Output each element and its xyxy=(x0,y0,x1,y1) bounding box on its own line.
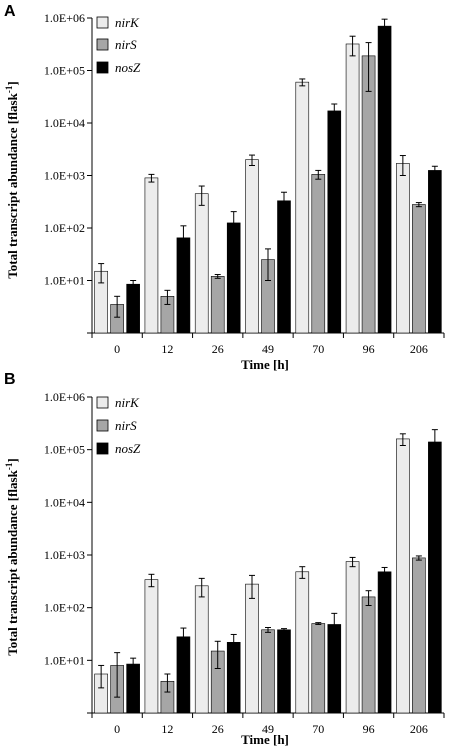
bar-nirk xyxy=(295,571,310,714)
legend-label-nirk: nirK xyxy=(115,395,140,410)
legend-label-nosz: nosZ xyxy=(115,441,141,456)
bar-nirs xyxy=(412,557,426,714)
legend-item-nosz: nosZ xyxy=(96,60,141,75)
bar-nosz xyxy=(277,200,291,334)
x-tick-label: 206 xyxy=(410,722,428,736)
y-tick-label: 1.0E+01 xyxy=(44,274,85,288)
legend-label-nosz: nosZ xyxy=(115,60,141,75)
bar-nosz xyxy=(126,283,140,334)
y-tick-label: 1.0E+05 xyxy=(44,64,85,78)
legend-label-nirk: nirK xyxy=(115,15,140,30)
panel-label: A xyxy=(4,3,16,20)
plot-area: 1.0E+06 1.0E+05 1.0E+04 1.0E+03 1.0E+02 1.0E+… xyxy=(44,11,445,356)
y-tick-label: 1.0E+06 xyxy=(44,390,85,404)
bar-nirk xyxy=(144,579,159,714)
bar-nirk xyxy=(396,438,410,714)
bar-nirk xyxy=(345,561,360,714)
bar-nirk xyxy=(245,583,259,714)
x-tick-label: 26 xyxy=(212,342,224,356)
panel-label: B xyxy=(4,371,16,388)
legend-item-nirk: nirK xyxy=(96,395,140,410)
legend-item-nirs: nirS xyxy=(96,37,137,52)
panel-b: B Total transcript abundance [flask-1] T… xyxy=(4,371,445,747)
bar-nosz xyxy=(377,25,392,334)
legend-swatch-nosz xyxy=(96,61,109,74)
legend-item-nosz: nosZ xyxy=(96,441,141,456)
legend-label-nirs: nirS xyxy=(115,37,137,52)
y-tick-label: 1.0E+05 xyxy=(44,443,85,457)
x-tick-label: 0 xyxy=(114,722,120,736)
x-tick-label: 96 xyxy=(363,722,375,736)
y-tick-label: 1.0E+03 xyxy=(44,548,85,562)
legend: nirK nirS nosZ xyxy=(96,15,141,75)
x-tick-label: 70 xyxy=(312,722,324,736)
y-tick-label: 1.0E+04 xyxy=(44,116,85,130)
legend-swatch-nirk xyxy=(96,16,109,29)
bar-nirk xyxy=(245,159,259,334)
bar-nirs xyxy=(412,204,426,334)
bar-nirs xyxy=(311,623,326,714)
y-tick-label: 1.0E+01 xyxy=(44,653,85,667)
x-tick-label: 26 xyxy=(212,722,224,736)
legend-label-nirs: nirS xyxy=(115,418,137,433)
x-tick-label: 12 xyxy=(161,722,173,736)
x-axis-title: Time [h] xyxy=(241,732,289,747)
x-tick-label: 49 xyxy=(262,722,274,736)
y-tick-label: 1.0E+03 xyxy=(44,169,85,183)
y-tick-label: 1.0E+04 xyxy=(44,495,85,509)
legend: nirK nirS nosZ xyxy=(96,395,141,456)
plot-area: 1.0E+06 1.0E+05 1.0E+04 1.0E+03 1.0E+02 1.0E+… xyxy=(44,390,445,736)
y-axis-title: Total transcript abundance [flask-1] xyxy=(4,81,20,278)
bar-nirs xyxy=(210,276,225,334)
y-tick-label: 1.0E+02 xyxy=(44,601,85,615)
legend-swatch-nirk xyxy=(96,396,109,409)
bar-nirk xyxy=(396,163,410,334)
bar-nirs xyxy=(361,55,376,334)
bar-nirs xyxy=(261,629,275,714)
y-tick-label: 1.0E+06 xyxy=(44,11,85,25)
y-axis-title: Total transcript abundance [flask-1] xyxy=(4,458,20,655)
legend-swatch-nirs xyxy=(96,419,109,432)
bar-nirk xyxy=(194,193,209,334)
x-axis-title: Time [h] xyxy=(241,357,289,372)
bar-nosz xyxy=(428,170,442,334)
x-tick-label: 96 xyxy=(363,342,375,356)
x-tick-label: 49 xyxy=(262,342,274,356)
x-tick-label: 70 xyxy=(312,342,324,356)
bar-nirk xyxy=(345,43,360,334)
x-tick-label: 206 xyxy=(410,342,428,356)
bar-nirk xyxy=(194,585,209,714)
y-tick-label: 1.0E+02 xyxy=(44,221,85,235)
legend-swatch-nirs xyxy=(96,38,109,51)
bar-nirk xyxy=(144,177,159,334)
bar-nirs xyxy=(361,596,376,714)
x-tick-label: 12 xyxy=(161,342,173,356)
bar-nirs xyxy=(311,174,326,334)
bar-nirk xyxy=(295,81,310,334)
bar-nosz xyxy=(327,110,342,334)
x-tick-label: 0 xyxy=(114,342,120,356)
bar-nosz xyxy=(277,629,291,714)
bar-nosz xyxy=(377,571,392,714)
legend-item-nirk: nirK xyxy=(96,15,140,30)
panel-a: A Total transcript abundance [flask-1] T… xyxy=(4,3,445,372)
bar-nosz xyxy=(428,441,442,714)
legend-item-nirs: nirS xyxy=(96,418,137,433)
legend-swatch-nosz xyxy=(96,442,109,455)
